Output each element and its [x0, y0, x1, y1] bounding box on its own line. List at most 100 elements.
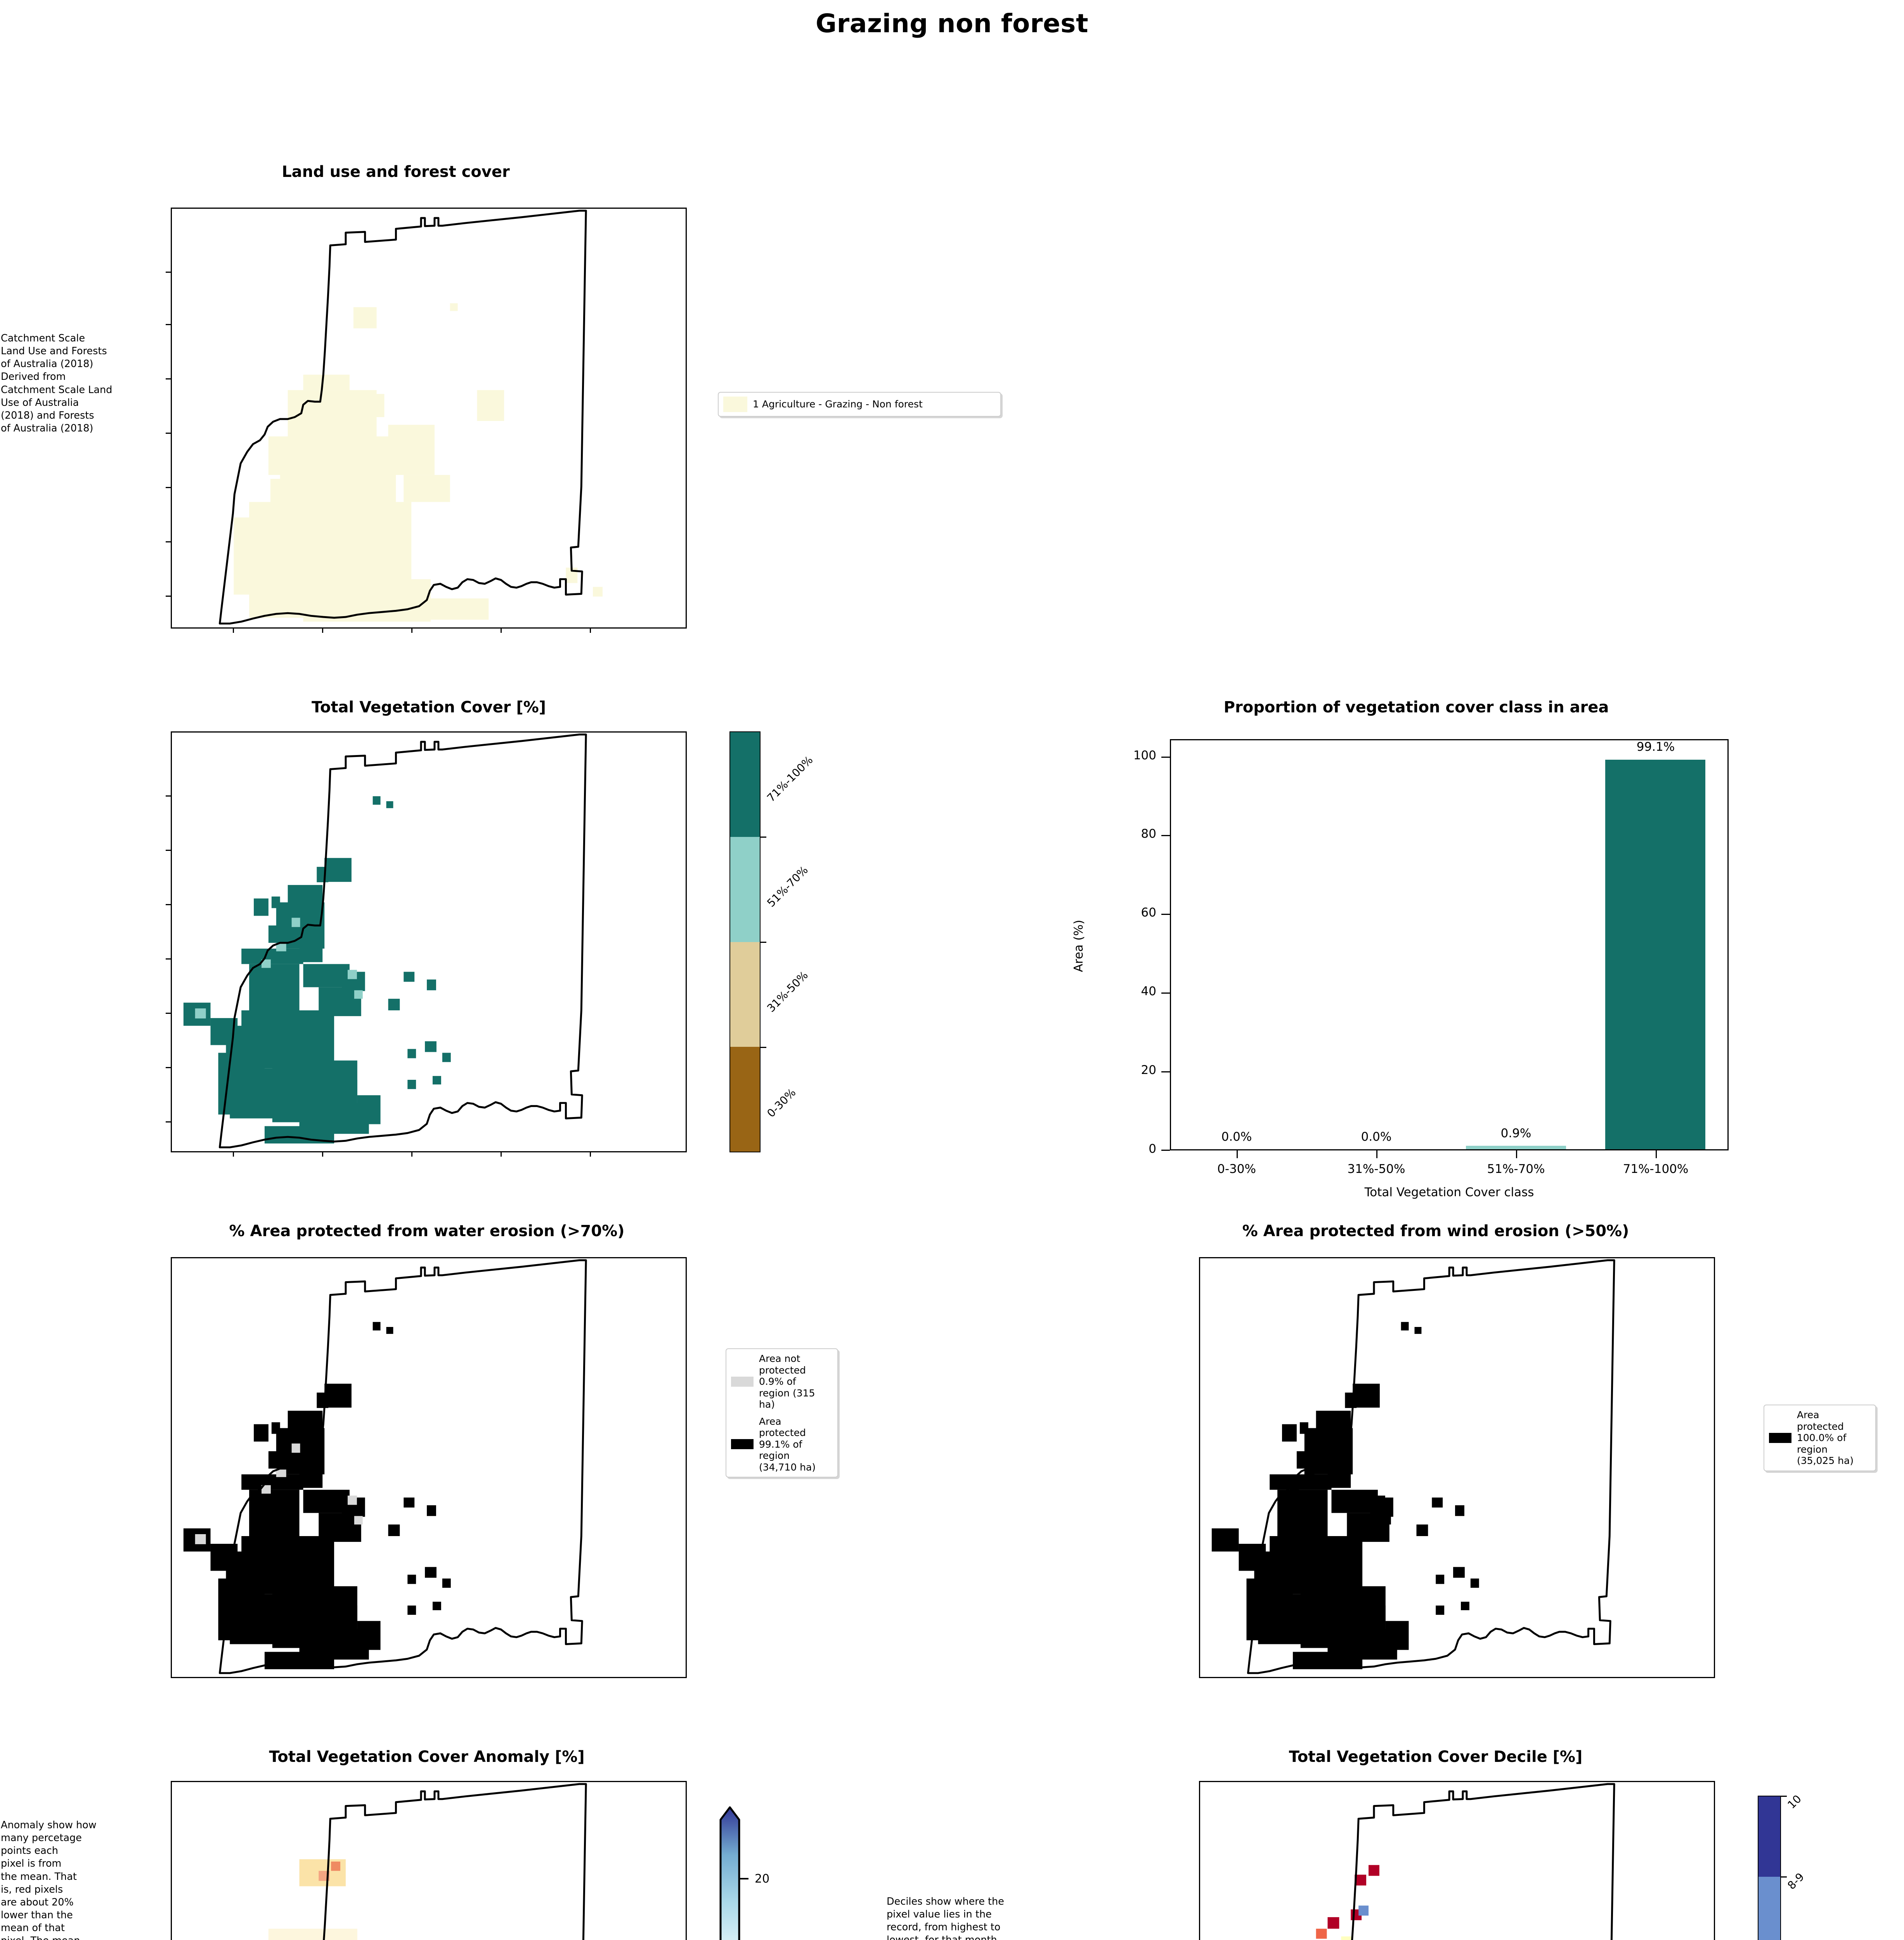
cbar-label-0-30: 0-30% [764, 1086, 799, 1120]
legend-item-label: Area not protected 0.9% of region (315 h… [759, 1353, 815, 1410]
decile-cbar-label-10: 10 [1785, 1792, 1804, 1812]
axis-tick [166, 378, 171, 379]
axis-tick [1237, 1150, 1238, 1158]
cbar-segment-8-9 [1758, 1877, 1780, 1940]
axis-tick [1516, 1150, 1517, 1158]
water-erosion-panel-title: % Area protected from water erosion (>70… [229, 1222, 625, 1240]
axis-tick [590, 627, 591, 633]
cover-colorbar [729, 731, 761, 1152]
area-not-protected-swatch [731, 1376, 754, 1387]
axis-tick [166, 850, 171, 851]
axis-tick [1161, 914, 1170, 915]
cbar-segment-10 [1758, 1796, 1780, 1877]
legend-item: Area protected 99.1% of region (34,710 h… [731, 1416, 833, 1473]
bar-71-100[interactable] [1605, 759, 1705, 1149]
axis-tick [166, 1121, 171, 1122]
axis-tick [411, 1151, 412, 1157]
page-title: Grazing non forest [816, 9, 1088, 38]
legend-item-label: Area protected 100.0% of region (35,025 … [1797, 1409, 1854, 1466]
cbar-label-31-50: 31%-50% [764, 968, 811, 1015]
anomaly-map[interactable] [171, 1781, 687, 1940]
decile-map[interactable] [1199, 1781, 1715, 1940]
bar-value-label-71-100: 99.1% [1636, 740, 1675, 754]
axis-tick [166, 904, 171, 905]
axis-tick [1161, 1071, 1170, 1072]
bar-chart-plot-area[interactable] [1170, 739, 1729, 1150]
cover-map[interactable] [171, 731, 687, 1152]
y-tick-label-80: 80 [1141, 827, 1156, 841]
axis-tick [166, 795, 171, 797]
axis-tick [1376, 1150, 1377, 1158]
axis-tick [1161, 1150, 1170, 1151]
axis-tick [233, 1151, 234, 1157]
area-protected-swatch [731, 1439, 754, 1450]
decile-explainer-note: Deciles show where the pixel value lies … [887, 1896, 1004, 1940]
axis-tick [233, 627, 234, 633]
axis-tick [166, 541, 171, 542]
cbar-tick [1781, 1796, 1787, 1797]
axis-tick [166, 272, 171, 273]
legend-item: Area not protected 0.9% of region (315 h… [731, 1353, 833, 1410]
axis-tick [590, 1151, 591, 1157]
wind-erosion-map[interactable] [1199, 1257, 1715, 1678]
axis-tick [166, 324, 171, 325]
water-erosion-legend: Area not protected 0.9% of region (315 h… [726, 1348, 838, 1478]
cbar-tick [761, 1047, 766, 1048]
landuse-panel-title: Land use and forest cover [282, 163, 510, 181]
landuse-legend: 1 Agriculture - Grazing - Non forest [718, 392, 1001, 417]
axis-tick [501, 627, 502, 633]
decile-colorbar [1758, 1796, 1781, 1940]
landuse-source-note: Catchment Scale Land Use and Forests of … [1, 333, 113, 434]
cbar-label-71-100: 71%-100% [764, 753, 816, 805]
y-tick-label-0: 0 [1149, 1142, 1156, 1156]
axis-tick [411, 627, 412, 633]
axis-tick [166, 596, 171, 597]
axis-tick [322, 1151, 323, 1157]
axis-tick [166, 1013, 171, 1014]
bar-chart-title: Proportion of vegetation cover class in … [1223, 698, 1609, 716]
legend-item-label: Area protected 99.1% of region (34,710 h… [759, 1415, 816, 1473]
x-tick-label-71-100: 71%-100% [1623, 1162, 1689, 1176]
cbar-tick [761, 942, 766, 943]
cover-panel-title: Total Vegetation Cover [%] [311, 698, 546, 716]
y-tick-label-20: 20 [1141, 1063, 1156, 1077]
wind-erosion-legend: Area protected 100.0% of region (35,025 … [1764, 1405, 1876, 1471]
wind-erosion-panel-title: % Area protected from wind erosion (>50%… [1242, 1222, 1629, 1240]
axis-tick [166, 433, 171, 434]
axis-tick [166, 1067, 171, 1068]
axis-tick [166, 958, 171, 960]
cbar-label-51-70: 51%-70% [764, 863, 811, 910]
bar-51-70[interactable] [1466, 1145, 1566, 1149]
bar-value-label-31-50: 0.0% [1361, 1130, 1392, 1144]
cbar-segment-31-50 [730, 942, 760, 1047]
legend-item: 1 Agriculture - Grazing - Non forest [723, 397, 996, 412]
landuse-map[interactable] [171, 208, 687, 629]
x-tick-label-0-30: 0-30% [1217, 1162, 1256, 1176]
cbar-segment-71-100 [730, 732, 760, 837]
axis-tick [1161, 993, 1170, 994]
axis-tick [1161, 757, 1170, 758]
cbar-tick [1781, 1876, 1787, 1878]
water-erosion-map[interactable] [171, 1257, 687, 1678]
y-tick-label-100: 100 [1133, 748, 1156, 762]
cbar-segment-0-30 [730, 1046, 760, 1152]
cbar-tick [761, 837, 766, 838]
axis-tick [1161, 835, 1170, 836]
y-axis-title: Area (%) [1072, 920, 1086, 972]
legend-item: Area protected 100.0% of region (35,025 … [1769, 1409, 1871, 1467]
x-axis-title: Total Vegetation Cover class [1364, 1185, 1534, 1199]
anomaly-panel-title: Total Vegetation Cover Anomaly [%] [269, 1748, 585, 1766]
cbar-segment-51-70 [730, 837, 760, 942]
y-tick-label-40: 40 [1141, 984, 1156, 998]
decile-cbar-label-8-9: 8-9 [1785, 1870, 1807, 1892]
legend-item-label: 1 Agriculture - Grazing - Non forest [753, 398, 923, 410]
axis-tick [166, 487, 171, 488]
y-tick-label-60: 60 [1141, 906, 1156, 920]
axis-tick [322, 627, 323, 633]
anomaly-colorbar [716, 1785, 762, 1940]
bar-value-label-51-70: 0.9% [1500, 1126, 1532, 1140]
grazing-non-forest-swatch [723, 397, 747, 412]
x-tick-label-51-70: 51%-70% [1487, 1162, 1545, 1176]
axis-tick [501, 1151, 502, 1157]
